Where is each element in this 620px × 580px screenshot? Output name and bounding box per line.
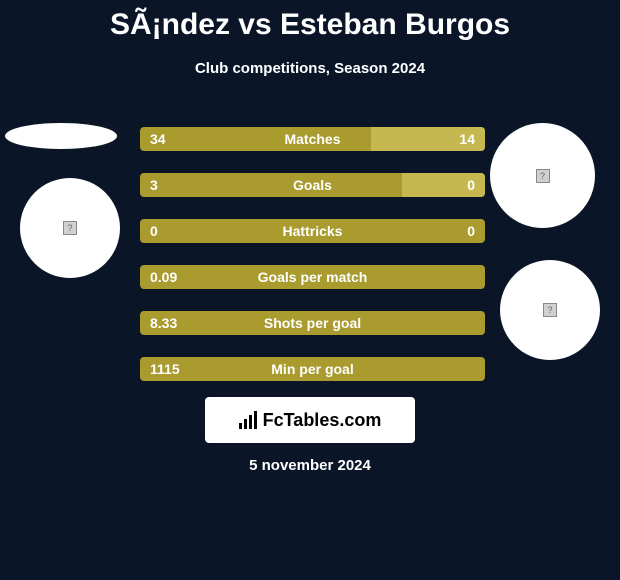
date-text: 5 november 2024 [249,457,371,474]
stats-container: 34 Matches 14 3 Goals 0 0 Hattricks 0 0.09 Goals p… [140,127,485,403]
stat-label: Hattricks [283,223,343,239]
stat-row: 34 Matches 14 [140,127,485,151]
stat-row: 0 Hattricks 0 [140,219,485,243]
stat-row: 3 Goals 0 [140,173,485,197]
player-right-avatar-1: ? [490,123,595,228]
stat-value-left: 0.09 [150,269,177,285]
stat-row: 1115 Min per goal [140,357,485,381]
logo-banner: FcTables.com [205,397,415,443]
placeholder-icon: ? [543,303,557,317]
player-left-ellipse [5,123,117,149]
page-subtitle: Club competitions, Season 2024 [0,60,620,77]
stat-value-right: 0 [467,223,475,239]
stat-value-left: 34 [150,131,166,147]
logo-text: FcTables.com [263,410,382,431]
stat-label: Shots per goal [264,315,361,331]
player-right-avatar-2: ? [500,260,600,360]
placeholder-icon: ? [63,221,77,235]
stat-value-right: 0 [467,177,475,193]
chart-icon [239,411,257,429]
stat-row: 8.33 Shots per goal [140,311,485,335]
player-left-avatar: ? [20,178,120,278]
stat-label: Matches [284,131,340,147]
stat-value-left: 8.33 [150,315,177,331]
stat-label: Goals per match [258,269,368,285]
stat-value-left: 3 [150,177,158,193]
stat-value-left: 0 [150,223,158,239]
placeholder-icon: ? [536,169,550,183]
stat-label: Min per goal [271,361,353,377]
stat-value-right: 14 [459,131,475,147]
stat-row: 0.09 Goals per match [140,265,485,289]
logo-content: FcTables.com [239,410,382,431]
page-title: SÃ¡ndez vs Esteban Burgos [0,0,620,42]
stat-label: Goals [293,177,332,193]
stat-value-left: 1115 [150,361,180,377]
